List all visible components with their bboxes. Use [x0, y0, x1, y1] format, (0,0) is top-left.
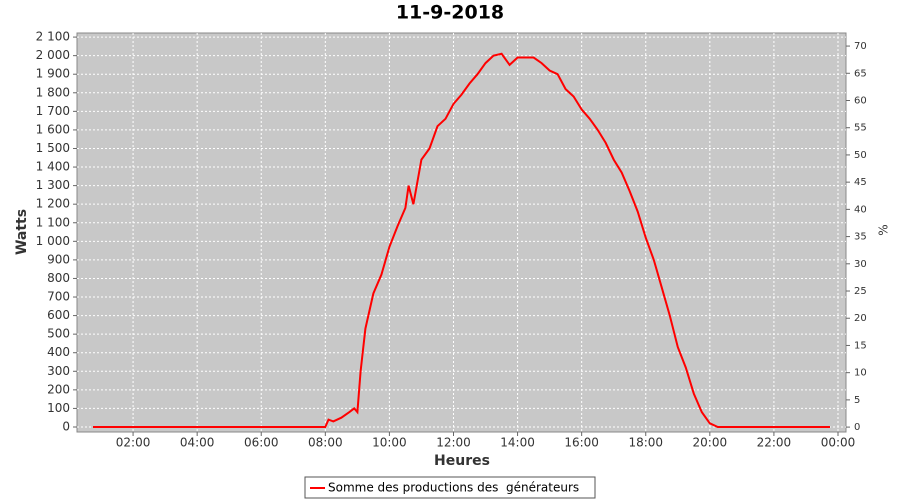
y-tick-label: 200: [47, 382, 70, 396]
y2-tick-label: 15: [854, 340, 867, 351]
legend: [304, 476, 596, 499]
y2-tick-label: 25: [854, 286, 867, 297]
y2-tick-label: 55: [854, 123, 867, 134]
x-tick-label: 14:00: [500, 436, 535, 450]
y-tick-label: 700: [47, 290, 70, 304]
y2-tick-label: 60: [854, 95, 867, 106]
y-tick-label: 400: [47, 345, 70, 359]
legend-label: Somme des productions des générateurs: [328, 481, 579, 495]
x-tick-label: 10:00: [372, 436, 407, 450]
y-tick-label: 1 000: [36, 234, 70, 248]
y2-tick-label: 35: [854, 232, 867, 243]
y2-tick-label: 40: [854, 204, 867, 215]
y-tick-label: 1 400: [36, 160, 70, 174]
chart-title: 11-9-2018: [396, 2, 504, 24]
y-axis-label: Watts: [14, 209, 30, 255]
y-tick-label: 1 700: [36, 104, 70, 118]
x-tick-label: 22:00: [757, 436, 792, 450]
y-tick-label: 1 300: [36, 178, 70, 192]
y-tick-label: 1 500: [36, 141, 70, 155]
x-tick-label: 02:00: [116, 436, 151, 450]
y2-tick-label: 0: [854, 422, 860, 433]
y2-axis-label: %: [877, 224, 891, 235]
y-tick-label: 1 800: [36, 85, 70, 99]
x-tick-label: 12:00: [436, 436, 471, 450]
series-line: [93, 52, 830, 428]
x-axis-label: Heures: [434, 453, 490, 469]
y-tick-label: 500: [47, 327, 70, 341]
y-tick-label: 2 000: [36, 48, 70, 62]
y2-tick-label: 70: [854, 41, 867, 52]
y2-tick-label: 30: [854, 259, 867, 270]
y-tick-label: 600: [47, 308, 70, 322]
y2-tick-label: 10: [854, 368, 867, 379]
y-tick-label: 1 100: [36, 215, 70, 229]
y-tick-label: 2 100: [36, 30, 70, 44]
y2-tick-label: 20: [854, 313, 867, 324]
y2-tick-label: 50: [854, 150, 867, 161]
x-tick-label: 18:00: [628, 436, 663, 450]
y-tick-label: 900: [47, 252, 70, 266]
x-tick-label: 06:00: [244, 436, 279, 450]
y2-tick-label: 5: [854, 395, 860, 406]
x-tick-label: 20:00: [693, 436, 728, 450]
y-tick-label: 0: [62, 419, 70, 433]
y2-tick-label: 65: [854, 68, 867, 79]
x-tick-label: 04:00: [180, 436, 215, 450]
y-tick-label: 800: [47, 271, 70, 285]
x-tick-label: 00:00: [821, 436, 856, 450]
y-tick-label: 100: [47, 401, 70, 415]
y-tick-label: 1 900: [36, 67, 70, 81]
x-tick-label: 08:00: [308, 436, 343, 450]
y2-tick-label: 45: [854, 177, 867, 188]
x-tick-label: 16:00: [564, 436, 599, 450]
y-tick-label: 1 200: [36, 197, 70, 211]
y-tick-label: 300: [47, 364, 70, 378]
plot-area: [76, 32, 847, 433]
y-tick-label: 1 600: [36, 122, 70, 136]
